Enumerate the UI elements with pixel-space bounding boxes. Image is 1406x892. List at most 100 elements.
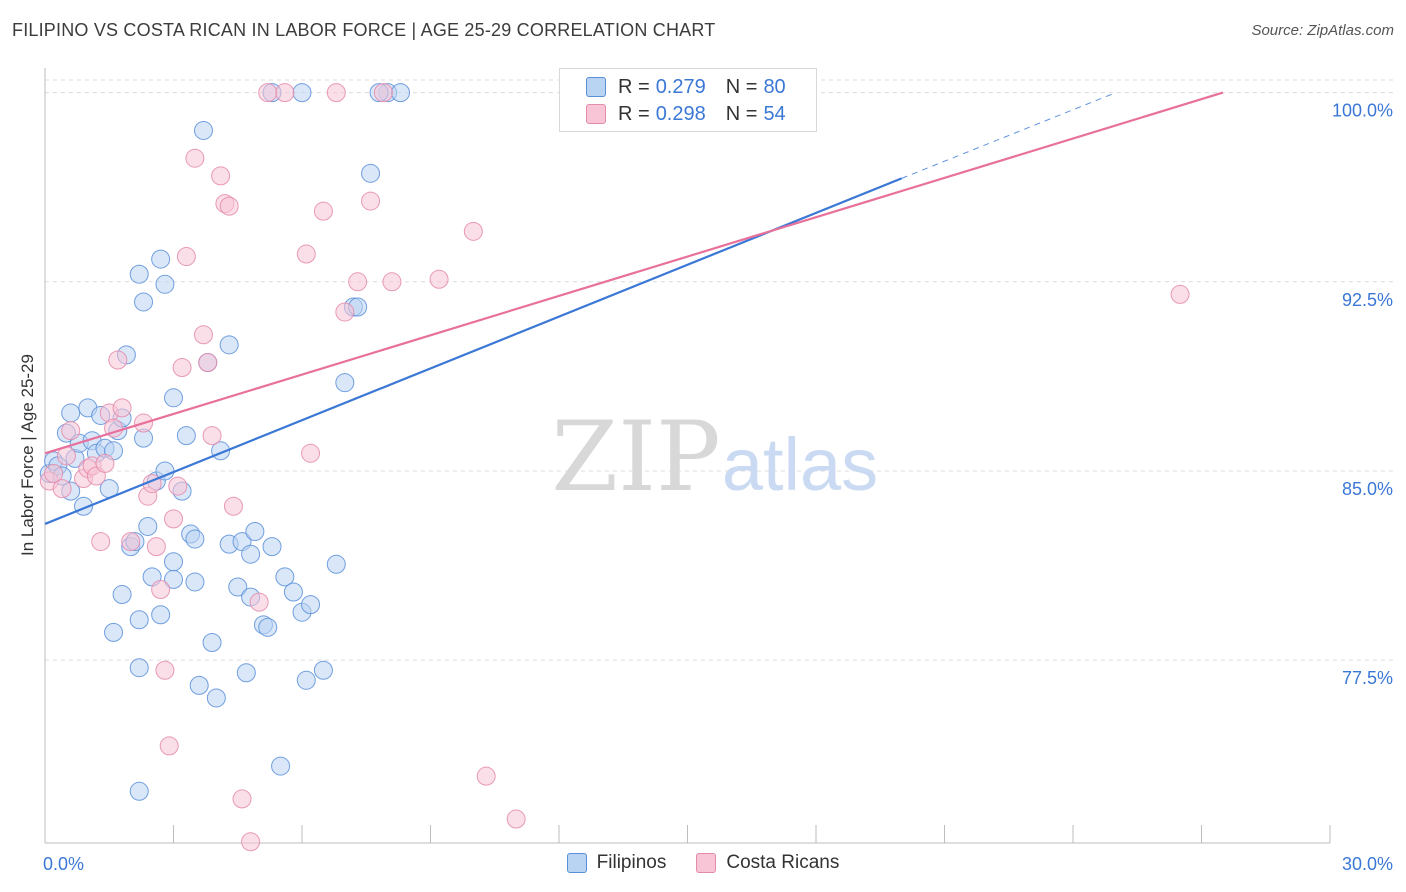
costa-rican-point (476, 766, 496, 786)
trend-lines (44, 91, 1224, 525)
legend-swatch-blue (586, 77, 606, 97)
x-tick-label: 30.0% (1342, 854, 1393, 874)
filipino-point (112, 585, 132, 605)
filipino-point (129, 264, 149, 284)
watermark-zip: ZIP (551, 401, 720, 513)
filipino-point (151, 605, 171, 625)
filipino-point (391, 83, 411, 103)
filipino-point (104, 622, 124, 642)
legend-row-costa-ricans: R = 0.298 N = 54 (586, 100, 786, 128)
filipino-point (164, 388, 183, 408)
filipino-point (189, 675, 209, 695)
filipino-point (245, 521, 265, 541)
legend-item-filipinos: Filipinos (566, 852, 666, 874)
costa-rican-point (326, 83, 346, 103)
filipino-point (155, 274, 175, 294)
filipino-point (193, 120, 213, 140)
costa-rican-point (313, 201, 333, 221)
grid-lines (45, 79, 1395, 661)
legend-n-label: N = (725, 102, 758, 125)
costa-ricans-points (39, 83, 1190, 852)
costa-rican-point (275, 83, 295, 103)
costa-rican-point (193, 325, 213, 345)
legend-r-value: 0.279 (655, 75, 706, 98)
filipino-point (361, 163, 381, 183)
costa-rican-point (301, 443, 321, 463)
filipino-point (61, 403, 81, 423)
costa-rican-point (172, 358, 192, 378)
chart-title: FILIPINO VS COSTA RICAN IN LABOR FORCE |… (12, 20, 716, 40)
costa-rican-point (373, 83, 393, 103)
costa-rican-point (108, 350, 128, 370)
filipino-point (202, 632, 222, 652)
filipino-point (134, 292, 154, 312)
y-tick-label: 77.5% (1342, 668, 1393, 688)
costa-rican-point (232, 789, 252, 809)
series-legend: Filipinos Costa Ricans (0, 852, 1406, 874)
costa-rican-point (241, 832, 261, 852)
costa-rican-point (361, 191, 381, 211)
costa-rican-point (61, 421, 81, 441)
legend-label-costa-ricans: Costa Ricans (726, 852, 840, 873)
costa-rican-point (335, 302, 355, 322)
legend-swatch-filipinos (566, 853, 587, 873)
filipino-point (258, 617, 278, 637)
costa-rican-point (211, 166, 231, 186)
filipino-point (271, 756, 291, 776)
legend-item-costa-ricans: Costa Ricans (696, 852, 839, 874)
filipino-point (176, 426, 196, 446)
y-tick-label: 85.0% (1342, 479, 1393, 499)
legend-r-label: R = (618, 102, 650, 125)
costa-rican-point (202, 426, 222, 446)
legend-r-value: 0.298 (655, 102, 706, 125)
costa-rican-point (168, 476, 188, 496)
legend-n-value: 80 (763, 75, 786, 98)
legend-n-label: N = (725, 75, 758, 98)
filipinos-trend-extension (901, 92, 1117, 179)
x-tick-label: 0.0% (43, 854, 84, 874)
costa-rican-point (185, 148, 205, 168)
filipino-point (185, 572, 205, 592)
costa-rican-point (155, 660, 175, 680)
filipinos-trend-line (44, 177, 903, 525)
costa-ricans-trend-line (44, 91, 1224, 455)
filipino-point (206, 688, 226, 708)
legend-swatch-costa-ricans (696, 853, 717, 873)
costa-rican-point (176, 247, 196, 267)
watermark: ZIP atlas (551, 401, 878, 513)
legend-n-value: 54 (763, 102, 786, 125)
legend-swatch-pink (586, 104, 606, 124)
correlation-legend: R = 0.279 N = 80 R = 0.298 N = 54 (559, 68, 817, 132)
filipino-point (262, 537, 282, 557)
filipino-point (326, 554, 346, 574)
filipino-point (219, 335, 239, 355)
costa-rican-point (146, 537, 166, 557)
filipino-point (236, 663, 256, 683)
costa-rican-point (95, 453, 115, 473)
costa-rican-point (159, 736, 179, 756)
filipino-point (151, 249, 171, 269)
y-tick-label: 100.0% (1332, 101, 1393, 121)
costa-rican-point (429, 269, 449, 289)
costa-rican-point (348, 272, 368, 292)
costa-rican-point (164, 509, 183, 529)
filipino-point (164, 552, 183, 572)
costa-rican-point (219, 196, 239, 216)
watermark-atlas: atlas (722, 423, 878, 506)
filipino-point (335, 373, 355, 393)
filipino-point (129, 658, 149, 678)
costa-rican-point (463, 221, 483, 241)
costa-rican-point (223, 496, 243, 516)
costa-rican-point (44, 463, 64, 483)
costa-rican-point (121, 532, 141, 552)
costa-rican-point (112, 398, 132, 418)
filipino-point (228, 577, 248, 597)
costa-rican-point (1170, 284, 1190, 304)
y-tick-label: 92.5% (1342, 290, 1393, 310)
filipino-point (241, 544, 261, 564)
costa-rican-point (382, 272, 402, 292)
source-label: Source: ZipAtlas.com (1251, 22, 1394, 39)
filipino-point (292, 83, 312, 103)
costa-rican-point (249, 592, 269, 612)
